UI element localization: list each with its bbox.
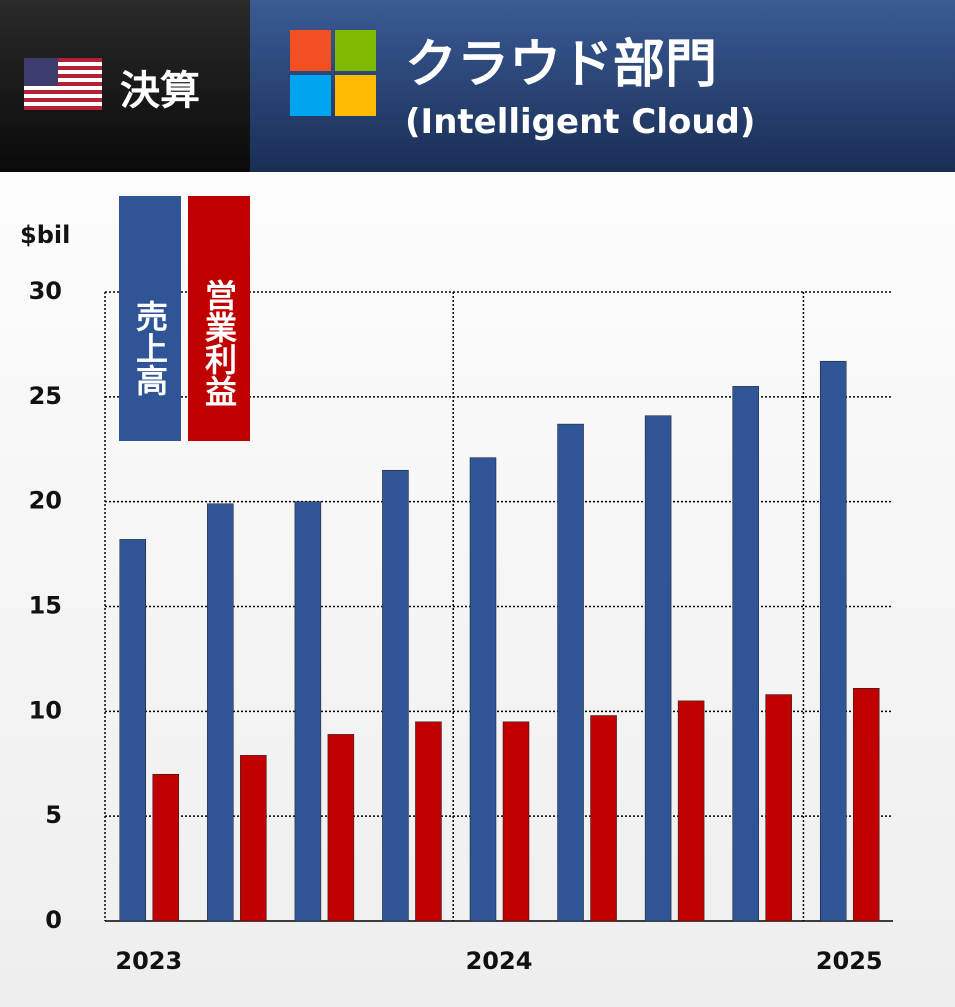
legend-entry: 営業利益 [188, 196, 250, 441]
legend-entry: 売上高 [119, 196, 181, 441]
y-tick-label: 30 [29, 277, 62, 305]
y-tick-label: 20 [29, 487, 62, 515]
y-tick-label: 25 [29, 382, 62, 410]
y-tick-label: 5 [45, 801, 62, 829]
bar [819, 360, 847, 922]
header-left: 決算 [0, 0, 250, 172]
chart-title: クラウド部門 [405, 35, 718, 95]
us-flag [24, 58, 102, 110]
bar [327, 734, 355, 922]
bar [119, 539, 147, 922]
bar [240, 755, 267, 922]
x-tick-label: 2025 [816, 947, 883, 975]
bar [590, 715, 617, 922]
bar [415, 721, 442, 922]
bar [152, 773, 180, 922]
x-tick-label: 2024 [466, 947, 533, 975]
bar [382, 469, 409, 922]
ms-logo [290, 30, 376, 116]
y-tick-label: 15 [29, 592, 62, 620]
y-axis-label: $bil [20, 221, 70, 249]
chart-subtitle: (Intelligent Cloud) [405, 102, 756, 142]
bar [207, 503, 234, 922]
bar [294, 501, 322, 922]
bar [852, 688, 880, 922]
bar [677, 700, 705, 922]
header-label: 決算 [120, 68, 200, 114]
header-right: クラウド部門 (Intelligent Cloud) [250, 0, 955, 172]
bar [502, 721, 530, 922]
bar [732, 386, 759, 922]
x-tick-label: 2023 [115, 947, 182, 975]
bar [765, 694, 792, 922]
y-tick-label: 10 [29, 696, 62, 724]
y-tick-label: 0 [45, 906, 62, 934]
bar [469, 457, 497, 922]
bar [557, 423, 584, 922]
bar [644, 415, 672, 922]
